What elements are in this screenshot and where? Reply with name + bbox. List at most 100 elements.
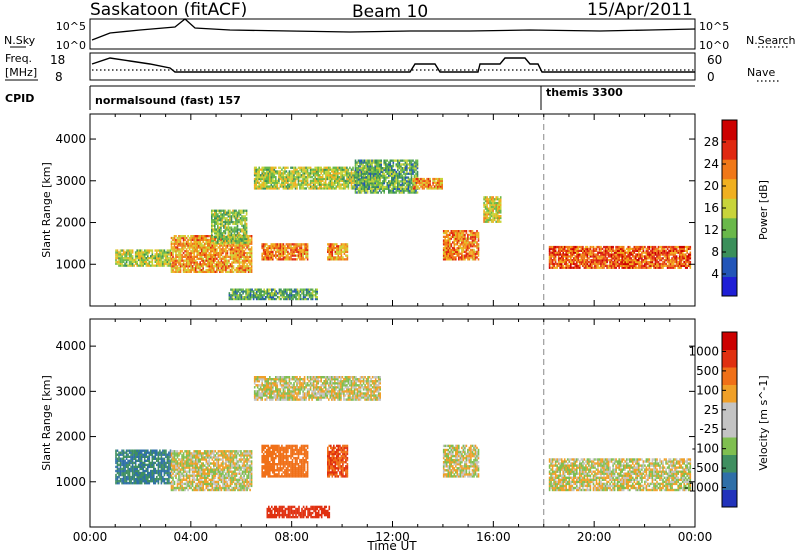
power-cell xyxy=(636,262,639,266)
power-cell xyxy=(262,176,265,179)
power-cell xyxy=(221,220,224,224)
power-cell xyxy=(686,260,688,264)
power-cell xyxy=(269,168,271,171)
power-cell xyxy=(221,241,224,244)
power-cell xyxy=(217,265,220,268)
power-cell xyxy=(563,262,566,266)
power-cell xyxy=(220,270,223,273)
power-cell xyxy=(235,246,238,249)
power-cell xyxy=(281,168,283,171)
power-cell xyxy=(302,168,304,171)
power-cell xyxy=(331,246,334,250)
power-cell xyxy=(356,187,358,190)
power-cell xyxy=(484,215,487,218)
power-cell xyxy=(484,198,487,201)
power-cell xyxy=(360,163,363,166)
power-cell xyxy=(151,249,154,252)
power-cell xyxy=(357,167,360,170)
power-cell xyxy=(554,247,557,251)
power-cell xyxy=(269,174,271,177)
power-cell xyxy=(381,185,384,189)
power-cell xyxy=(210,267,212,270)
power-cell xyxy=(680,249,682,252)
power-cell xyxy=(249,253,251,257)
power-cell xyxy=(156,264,158,267)
power-cell xyxy=(449,233,451,237)
power-cell xyxy=(400,189,402,192)
power-cell xyxy=(136,257,138,260)
power-cell xyxy=(293,179,295,182)
power-cell xyxy=(165,258,167,262)
power-cell xyxy=(232,228,234,231)
power-cell xyxy=(244,222,246,225)
power-cell xyxy=(403,180,405,183)
power-cell xyxy=(580,253,583,256)
power-cell xyxy=(233,294,235,297)
power-cell xyxy=(279,252,282,255)
power-cell xyxy=(213,251,215,255)
power-cell xyxy=(433,179,436,182)
power-cell xyxy=(638,259,640,262)
power-cell xyxy=(281,245,283,248)
power-cell xyxy=(344,172,347,175)
power-cell xyxy=(273,174,276,177)
power-cell xyxy=(287,258,289,261)
power-cell xyxy=(366,182,369,185)
power-cell xyxy=(190,265,192,268)
power-cell xyxy=(142,255,144,258)
power-cell xyxy=(326,166,329,169)
power-cell xyxy=(253,168,256,171)
power-cell xyxy=(418,183,421,186)
power-cell xyxy=(267,248,270,252)
power-cell xyxy=(618,245,620,249)
power-cell xyxy=(305,172,307,175)
power-cell xyxy=(456,233,459,237)
power-cell xyxy=(556,251,558,254)
power-cell xyxy=(474,235,477,238)
power-cell xyxy=(374,185,376,189)
power-cell xyxy=(284,185,286,188)
power-cell xyxy=(369,168,372,172)
power-cell xyxy=(244,255,247,258)
power-cell xyxy=(397,165,399,168)
power-cell xyxy=(560,262,563,266)
power-cell xyxy=(216,253,218,257)
power-cell xyxy=(368,182,370,185)
power-cell xyxy=(401,182,404,185)
power-cell xyxy=(130,255,132,258)
power-cell xyxy=(181,244,183,247)
power-cell xyxy=(452,235,454,238)
power-cell xyxy=(490,211,493,214)
power-cell xyxy=(394,191,396,194)
power-cell xyxy=(674,266,676,269)
power-cell xyxy=(492,213,494,216)
power-cell xyxy=(638,260,640,264)
power-cell xyxy=(585,245,587,249)
power-cell xyxy=(176,244,179,247)
power-cell xyxy=(324,172,327,175)
power-cell xyxy=(226,251,229,255)
power-cell xyxy=(178,253,180,257)
power-cell xyxy=(424,183,427,186)
power-cell xyxy=(328,243,331,246)
power-cell xyxy=(154,264,157,267)
power-cell xyxy=(128,255,131,258)
power-cell xyxy=(477,233,480,237)
power-cell xyxy=(128,262,131,265)
power-cell xyxy=(244,270,247,273)
power-cell xyxy=(493,201,496,205)
power-cell xyxy=(184,246,186,249)
power-cell xyxy=(205,242,208,245)
power-cell xyxy=(426,183,428,186)
power-cell xyxy=(663,253,666,256)
power-cell xyxy=(339,252,341,255)
power-cell xyxy=(337,177,339,181)
power-cell xyxy=(625,251,628,254)
power-cell xyxy=(275,256,277,259)
power-cell xyxy=(193,267,195,270)
power-cell xyxy=(342,245,344,248)
power-cell xyxy=(413,167,416,170)
power-cell xyxy=(589,253,592,256)
power-cell xyxy=(344,185,347,188)
power-cell xyxy=(163,260,166,263)
